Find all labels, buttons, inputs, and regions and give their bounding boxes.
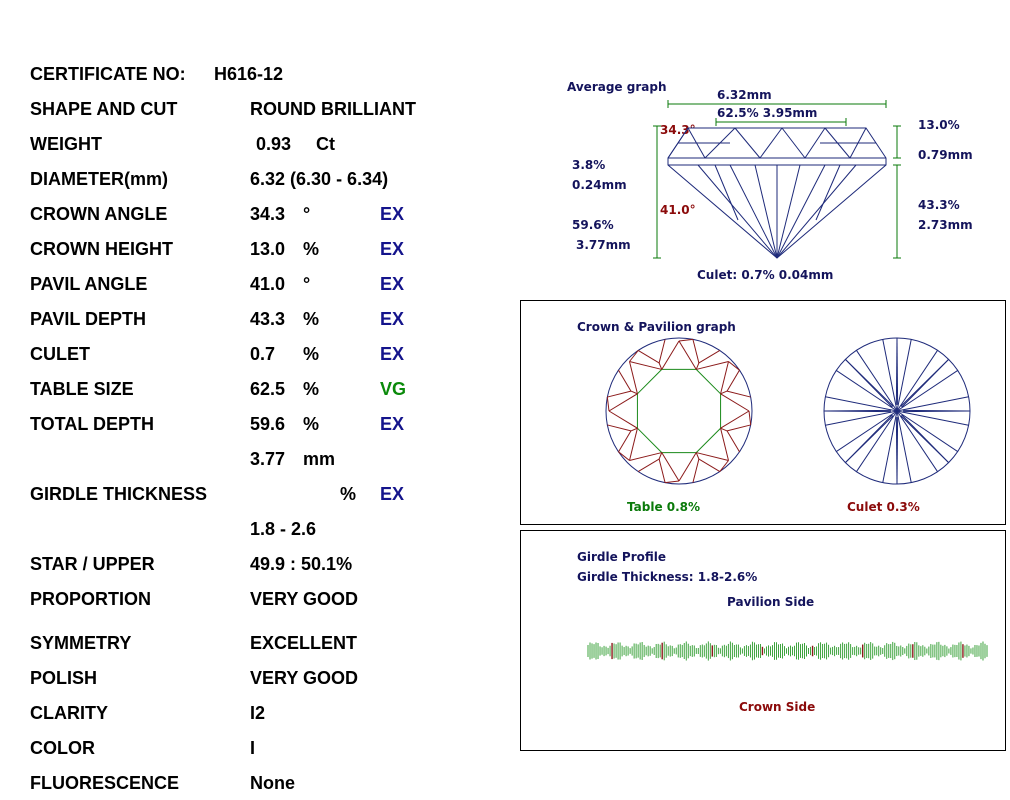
girdle-thickness-label: Girdle Thickness: 1.8-2.6%	[577, 570, 758, 584]
girdle-profile-chart	[587, 641, 988, 661]
spec-grade: EX	[380, 274, 405, 294]
spec-unit: %	[303, 239, 320, 259]
spec-unit: mm	[303, 449, 336, 469]
spec-label: DIAMETER(mm)	[30, 169, 168, 189]
average-graph-title: Average graph	[567, 80, 667, 94]
pavilion-view	[823, 337, 971, 485]
spec-unit: %	[303, 309, 320, 329]
spec-unit: %	[340, 484, 357, 504]
crown-pavilion-title: Crown & Pavilion graph	[577, 320, 736, 334]
spec-grade: EX	[380, 309, 405, 329]
spec-label: PAVIL DEPTH	[30, 309, 147, 329]
spec-unit: %	[303, 344, 320, 364]
pavilion-pct-label: 43.3%	[918, 198, 960, 212]
spec-grade: EX	[380, 204, 405, 224]
spec-label: COLOR	[30, 738, 95, 758]
girdle-pct-label: 3.8%	[572, 158, 606, 172]
spec-grade: EX	[380, 239, 405, 259]
certificate-label: CERTIFICATE NO:	[30, 64, 186, 84]
spec-value: ROUND BRILLIANT	[250, 99, 416, 119]
table-pct-label: Table 0.8%	[627, 500, 701, 514]
spec-grade: VG	[380, 379, 407, 399]
certificate-number: H616-12	[214, 64, 284, 84]
spec-value: 0.93	[256, 134, 292, 154]
crown-pavilion-panel: Crown & Pavilion graph Table 0.8% Culet …	[520, 300, 1006, 525]
crown-mm-label: 0.79mm	[918, 148, 973, 162]
spec-value: 41.0	[250, 274, 286, 294]
spec-value: 0.7	[250, 344, 276, 364]
spec-label: POLISH	[30, 668, 98, 688]
table-label: 62.5% 3.95mm	[717, 106, 818, 120]
spec-unit: %	[303, 414, 320, 434]
spec-value: 43.3	[250, 309, 286, 329]
spec-label: STAR / UPPER	[30, 554, 155, 574]
culet-pct-label: Culet 0.3%	[847, 500, 920, 514]
spec-value: I	[250, 738, 256, 758]
pavilion-angle-label: 41.0°	[660, 203, 696, 217]
spec-label: CROWN HEIGHT	[30, 239, 173, 259]
spec-value: None	[250, 773, 295, 793]
spec-label: SYMMETRY	[30, 633, 132, 653]
spec-value: 1.8 - 2.6	[250, 519, 317, 539]
spec-value: 6.32 (6.30 - 6.34)	[250, 169, 389, 189]
total-pct-label: 59.6%	[572, 218, 614, 232]
spec-label: WEIGHT	[30, 134, 102, 154]
crown-angle-label: 34.3°	[660, 123, 696, 137]
crown-view	[605, 337, 753, 485]
spec-label: CROWN ANGLE	[30, 204, 168, 224]
spec-value: 13.0	[250, 239, 286, 259]
spec-unit: °	[303, 204, 311, 224]
culet-label: Culet: 0.7% 0.04mm	[697, 268, 834, 282]
average-graph: Average graph 6.32mm 62.5% 3.95mm 34.3° …	[520, 70, 1010, 290]
spec-label: FLUORESCENCE	[30, 773, 180, 793]
diameter-label: 6.32mm	[717, 88, 772, 102]
spec-value: 49.9 : 50.1%	[250, 554, 353, 574]
crown-pavilion-diagram	[605, 337, 971, 485]
spec-unit: °	[303, 274, 311, 294]
girdle-mm-label: 0.24mm	[572, 178, 627, 192]
crown-pct-label: 13.0%	[918, 118, 960, 132]
spec-value: EXCELLENT	[250, 633, 358, 653]
spec-label: CULET	[30, 344, 90, 364]
spec-label: PAVIL ANGLE	[30, 274, 148, 294]
spec-label: SHAPE AND CUT	[30, 99, 178, 119]
pavilion-mm-label: 2.73mm	[918, 218, 973, 232]
girdle-profile-title: Girdle Profile	[577, 550, 667, 564]
diamond-profile-diagram	[653, 100, 901, 259]
spec-grade: EX	[380, 484, 405, 504]
spec-label: TABLE SIZE	[30, 379, 134, 399]
spec-unit: %	[303, 379, 320, 399]
spec-label: GIRDLE THICKNESS	[30, 484, 208, 504]
spec-value: VERY GOOD	[250, 589, 359, 609]
spec-value: 3.77	[250, 449, 286, 469]
spec-grade: EX	[380, 344, 405, 364]
girdle-profile-panel: Girdle Profile Girdle Thickness: 1.8-2.6…	[520, 530, 1006, 751]
spec-value: I2	[250, 703, 266, 723]
spec-value: 59.6	[250, 414, 286, 434]
spec-value: 34.3	[250, 204, 286, 224]
total-mm-label: 3.77mm	[576, 238, 631, 252]
spec-label: CLARITY	[30, 703, 108, 723]
spec-value: VERY GOOD	[250, 668, 359, 688]
spec-value: 62.5	[250, 379, 286, 399]
spec-label: PROPORTION	[30, 589, 152, 609]
spec-unit: Ct	[316, 134, 335, 154]
spec-label: TOTAL DEPTH	[30, 414, 155, 434]
pavilion-side-label: Pavilion Side	[727, 595, 815, 609]
spec-grade: EX	[380, 414, 405, 434]
crown-side-label: Crown Side	[739, 700, 816, 714]
